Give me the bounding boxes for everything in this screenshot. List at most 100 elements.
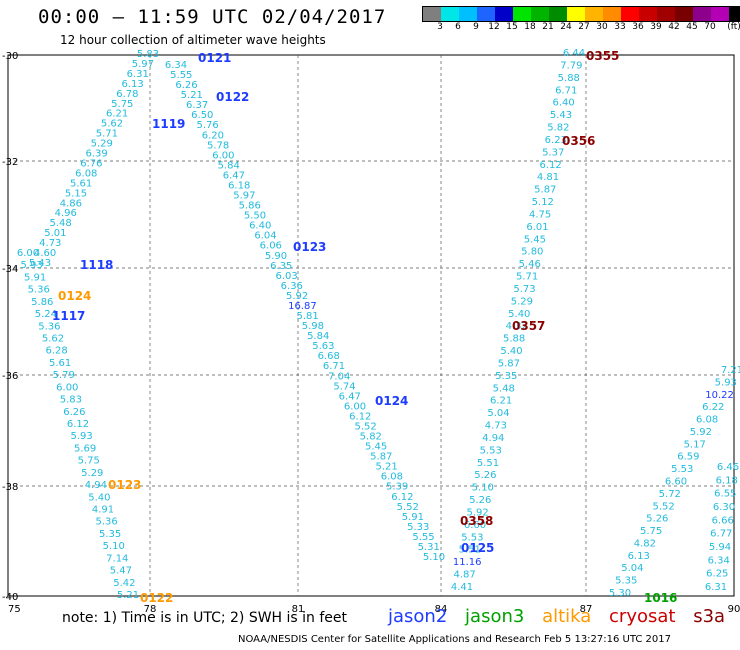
wave-height-value: 5.78	[207, 140, 229, 151]
wave-height-value: 6.20	[202, 130, 224, 141]
wave-height-value: 4.91	[92, 505, 114, 516]
wave-height-value: 6.37	[186, 100, 208, 111]
color-scale-label: 15	[506, 22, 518, 32]
color-cell	[441, 7, 459, 21]
wave-height-value: 6.13	[628, 551, 650, 562]
wave-height-value: 5.98	[302, 321, 324, 332]
wave-height-value: 6.34	[165, 60, 187, 71]
wave-height-value: 5.97	[233, 191, 255, 202]
pass-time-label: 0123	[293, 240, 326, 254]
wave-height-value: 5.51	[477, 458, 499, 469]
wave-height-value: 5.71	[516, 272, 538, 283]
wave-height-value: 6.39	[85, 149, 107, 160]
legend-s3a: s3a	[693, 606, 726, 627]
wave-height-value: 5.79	[53, 370, 75, 381]
wave-height-value: 5.88	[503, 334, 525, 345]
wave-height-value: 6.68	[318, 351, 340, 362]
wave-height-value: 6.71	[555, 85, 577, 96]
color-scale-label: (ft)	[727, 22, 740, 32]
longitude-label: 81	[292, 604, 305, 615]
wave-height-value: 6.66	[712, 515, 734, 526]
credit-line: NOAA/NESDIS Center for Satellite Applica…	[238, 634, 671, 645]
wave-height-value: 6.00	[56, 382, 78, 393]
wave-height-value: 5.29	[511, 296, 533, 307]
wave-height-value: 5.35	[615, 576, 637, 587]
wave-height-value: 5.72	[659, 489, 681, 500]
latitude-label: -38	[2, 482, 18, 493]
wave-height-value: 5.63	[312, 341, 334, 352]
wave-height-value: 6.60	[464, 520, 486, 531]
wave-height-value: 5.90	[265, 251, 287, 262]
wave-height-value: 5.43	[29, 258, 51, 269]
wave-height-value: 4.73	[485, 421, 507, 432]
legend-jason3: jason3	[465, 606, 525, 627]
wave-height-value: 4.82	[634, 538, 656, 549]
wave-height-value: 5.94	[709, 542, 731, 553]
wave-height-value: 5.10	[472, 483, 494, 494]
wave-height-value: 5.45	[524, 234, 546, 245]
pass-time-label: 0123	[108, 478, 141, 492]
wave-height-value: 6.59	[677, 452, 699, 463]
wave-height-value: 5.55	[170, 70, 192, 81]
wave-height-value: 5.84	[307, 331, 329, 342]
wave-height-value: 5.10	[423, 552, 445, 563]
pass-time-label: 0358	[460, 514, 493, 528]
wave-height-value: 16.87	[288, 301, 317, 312]
wave-height-value: 4.73	[39, 238, 61, 249]
pass-time-label: 0124	[58, 289, 91, 303]
wave-height-tracks: 5.434.604.735.015.484.964.865.155.616.08…	[17, 48, 740, 601]
wave-height-value: 5.93	[70, 431, 92, 442]
wave-height-value: 5.51	[459, 545, 481, 556]
wave-height-value: 6.40	[249, 221, 271, 232]
wave-height-value: 6.03	[275, 271, 297, 282]
map-frame	[7, 54, 735, 597]
wave-height-value: 5.83	[60, 395, 82, 406]
wave-height-value: 5.75	[640, 526, 662, 537]
pass-time-label: 0122	[216, 90, 249, 104]
wave-height-value: 5.91	[402, 512, 424, 523]
wave-height-value: 6.18	[228, 181, 250, 192]
wave-height-value: 11.16	[453, 557, 482, 568]
color-cell	[675, 7, 693, 21]
wave-height-value: 5.46	[519, 259, 541, 270]
pass-time-label: 1119	[152, 117, 185, 131]
wave-height-value: 5.48	[493, 383, 515, 394]
color-scale-bar	[422, 6, 740, 22]
wave-height-value: 6.00	[17, 248, 39, 259]
color-scale-label: 18	[524, 22, 536, 32]
wave-height-value: 5.52	[652, 501, 674, 512]
wave-height-value: 4.81	[537, 172, 559, 183]
color-scale-label: 70	[704, 22, 716, 32]
wave-height-value: 5.88	[558, 73, 580, 84]
wave-height-value: 5.26	[469, 495, 491, 506]
color-scale-label: 27	[578, 22, 590, 32]
wave-height-value: 6.36	[281, 281, 303, 292]
wave-height-value: 5.52	[354, 422, 376, 433]
wave-height-value: 5.15	[65, 188, 87, 199]
wave-height-value: 6.30	[713, 502, 735, 513]
wave-height-value: 4.32	[506, 321, 528, 332]
wave-height-value: 5.35	[495, 371, 517, 382]
wave-height-value: 6.08	[75, 168, 97, 179]
wave-height-value: 5.29	[91, 139, 113, 150]
wave-height-value: 5.36	[28, 285, 50, 296]
wave-height-value: 5.36	[38, 321, 60, 332]
wave-height-value: 5.50	[244, 211, 266, 222]
wave-height-value: 5.53	[480, 445, 502, 456]
color-cell	[657, 7, 675, 21]
wave-height-value: 5.47	[110, 566, 132, 577]
wave-height-value: 5.53	[671, 464, 693, 475]
wave-height-value: 5.12	[532, 197, 554, 208]
wave-height-value: 5.74	[333, 381, 355, 392]
wave-height-value: 5.91	[24, 272, 46, 283]
latitude-label: -30	[2, 51, 18, 62]
color-scale-label: 42	[668, 22, 680, 32]
color-cell	[495, 7, 513, 21]
wave-height-value: 5.75	[111, 99, 133, 110]
wave-height-value: 5.36	[95, 517, 117, 528]
wave-height-value: 6.34	[708, 555, 730, 566]
wave-height-value: 6.12	[539, 160, 561, 171]
color-cell	[621, 7, 639, 21]
page-title: 00:00 – 11:59 UTC 02/04/2017	[38, 6, 387, 28]
wave-height-value: 6.25	[706, 569, 728, 580]
